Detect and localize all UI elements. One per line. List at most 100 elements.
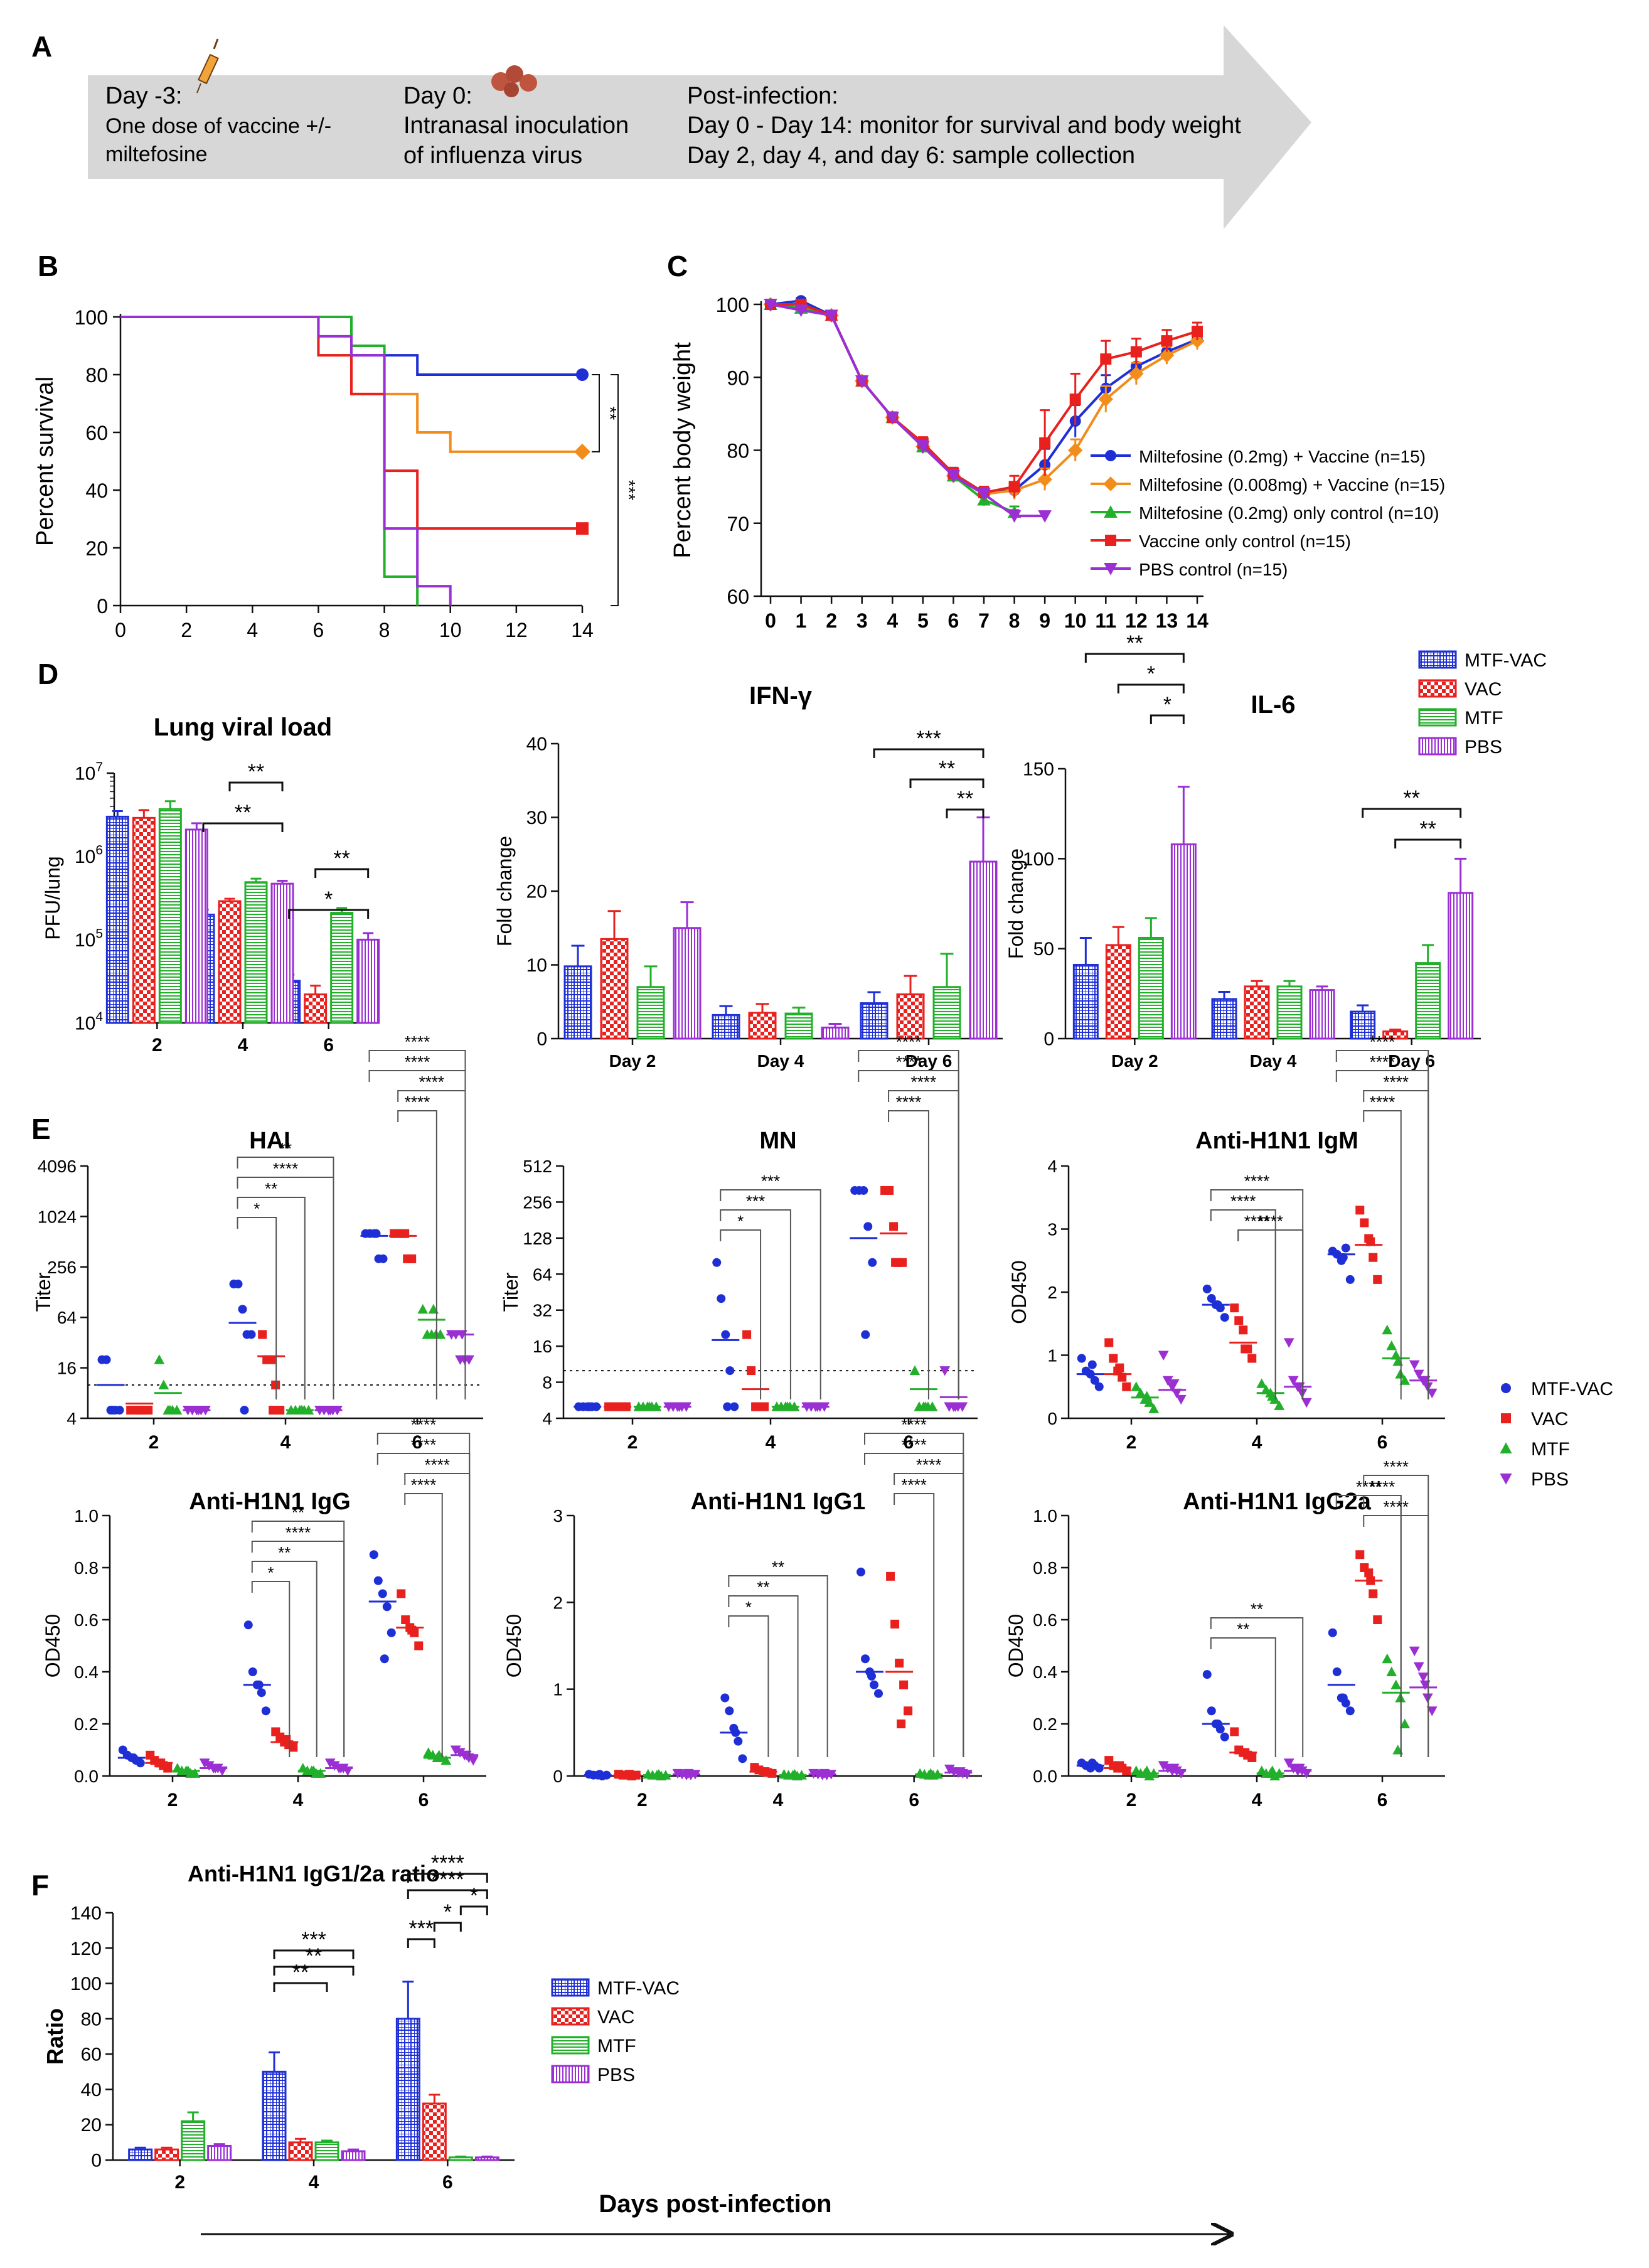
x-tick-label: 10: [439, 619, 462, 641]
legend-marker: [1105, 535, 1116, 546]
significance-label: *: [267, 1563, 274, 1582]
data-point: [163, 1763, 173, 1773]
data-point: [1148, 1403, 1160, 1413]
x-tick-label: 2: [152, 1035, 163, 1056]
timeline-monitor-text: Day 0 - Day 14: monitor for survival and…: [687, 112, 1241, 139]
y-axis-title: OD450: [1008, 1260, 1030, 1324]
x-tick-label: Day 6: [1388, 1051, 1435, 1071]
significance-label: **: [1403, 786, 1419, 810]
x-tick-label: Day 4: [757, 1051, 804, 1071]
weight-line: [770, 299, 1198, 494]
data-point: [957, 1402, 968, 1412]
y-tick-label: 16: [533, 1337, 552, 1356]
data-point: [925, 1768, 936, 1778]
survival-line: [120, 316, 419, 606]
significance-bracket: [592, 374, 600, 452]
data-point: [1131, 1381, 1142, 1391]
legend-marker: [1501, 1383, 1511, 1393]
y-tick-label: 70: [727, 513, 749, 535]
y-axis-title: OD450: [1005, 1614, 1027, 1677]
data-point: [1230, 1727, 1239, 1736]
data-point: [920, 1401, 931, 1411]
x-tick-label: 8: [1009, 609, 1020, 632]
x-tick-label: Day 6: [905, 1051, 953, 1071]
significance-label: ****: [1370, 1032, 1395, 1051]
legend-label: PBS: [1531, 1469, 1569, 1490]
data-point: [717, 1294, 726, 1303]
x-tick-label: 2: [168, 1790, 178, 1811]
y-tick-label: 2: [1047, 1283, 1057, 1302]
survival-line: [120, 316, 452, 606]
significance-bracket: [728, 1595, 799, 1757]
y-tick-label: 0: [536, 1029, 547, 1050]
bar-chart-F: F Anti-H1N1 IgG1/2a ratio 0 20 40 60 80 100 120 1…: [31, 1851, 680, 2193]
data-point: [720, 1693, 730, 1703]
data-point: [1328, 1628, 1337, 1637]
significance-label: ****: [431, 1868, 464, 1891]
significance-bracket: [1237, 1229, 1276, 1399]
bar: [1276, 985, 1303, 1040]
y-tick-label-exp: 7: [95, 760, 103, 774]
significance-bracket: [873, 748, 985, 758]
data-point: [909, 1365, 921, 1376]
y-tick-label: 100: [75, 306, 108, 329]
bar: [448, 2156, 473, 2161]
significance-bracket: [237, 1197, 306, 1399]
x-tick-label: 6: [1377, 1790, 1388, 1811]
y-tick-label: 1024: [38, 1207, 77, 1226]
data-point: [1247, 1753, 1257, 1762]
y-tick-label: 1: [1047, 1346, 1057, 1366]
timeline-miltefosine-text: miltefosine: [105, 142, 208, 166]
significance-bracket: [237, 1177, 334, 1399]
bar: [563, 965, 592, 1040]
weight-point: [1007, 510, 1022, 523]
weight-point: [1130, 346, 1142, 358]
weight-point: [1159, 348, 1175, 363]
bar: [330, 912, 354, 1024]
significance-label: *: [253, 1199, 260, 1218]
significance-bracket: [1363, 1515, 1429, 1757]
virus-icon: [491, 65, 537, 97]
significance-bracket: [894, 1473, 964, 1757]
data-point: [1355, 1550, 1365, 1559]
survival-end-marker: [576, 368, 589, 381]
significance-bracket: [1335, 1495, 1402, 1757]
bar: [1350, 1010, 1376, 1040]
data-point: [1294, 1763, 1305, 1773]
data-point: [1390, 1679, 1402, 1689]
bar: [474, 2156, 499, 2161]
data-point: [1386, 1340, 1397, 1351]
x-tick-label: 4: [247, 619, 258, 641]
significance-bracket: [1084, 653, 1185, 663]
panel-label-a: A: [31, 30, 52, 63]
data-point: [158, 1379, 169, 1389]
data-point: [859, 1185, 868, 1195]
y-axis-title: Fold change: [493, 836, 516, 946]
panel-label-f: F: [31, 1869, 49, 1902]
timeline-postinfection: Post-infection:: [687, 83, 838, 109]
data-point: [1382, 1653, 1393, 1664]
y-tick-label: 0.2: [1033, 1714, 1057, 1734]
data-point: [874, 1689, 883, 1698]
legend-label: MTF-VAC: [597, 1978, 680, 1999]
data-point: [1135, 1388, 1146, 1398]
legend-marker: [1104, 563, 1118, 575]
significance-bracket: [433, 1922, 462, 1932]
data-point: [1345, 1275, 1355, 1284]
bar: [105, 815, 129, 1024]
data-point: [1104, 1338, 1114, 1347]
bar: [969, 860, 998, 1040]
significance-bracket: [251, 1541, 345, 1757]
y-tick-label: 0.6: [74, 1610, 99, 1630]
y-tick-label: 0: [1043, 1029, 1054, 1050]
data-point: [233, 1280, 243, 1289]
data-point: [164, 1404, 176, 1415]
legend-label: MTF-VAC: [1465, 650, 1547, 671]
significance-bracket: [946, 808, 985, 818]
bar: [422, 2102, 447, 2161]
significance-label: ****: [901, 1415, 926, 1434]
significance-label: ****: [1230, 1192, 1256, 1211]
significance-bracket: [407, 1873, 488, 1883]
